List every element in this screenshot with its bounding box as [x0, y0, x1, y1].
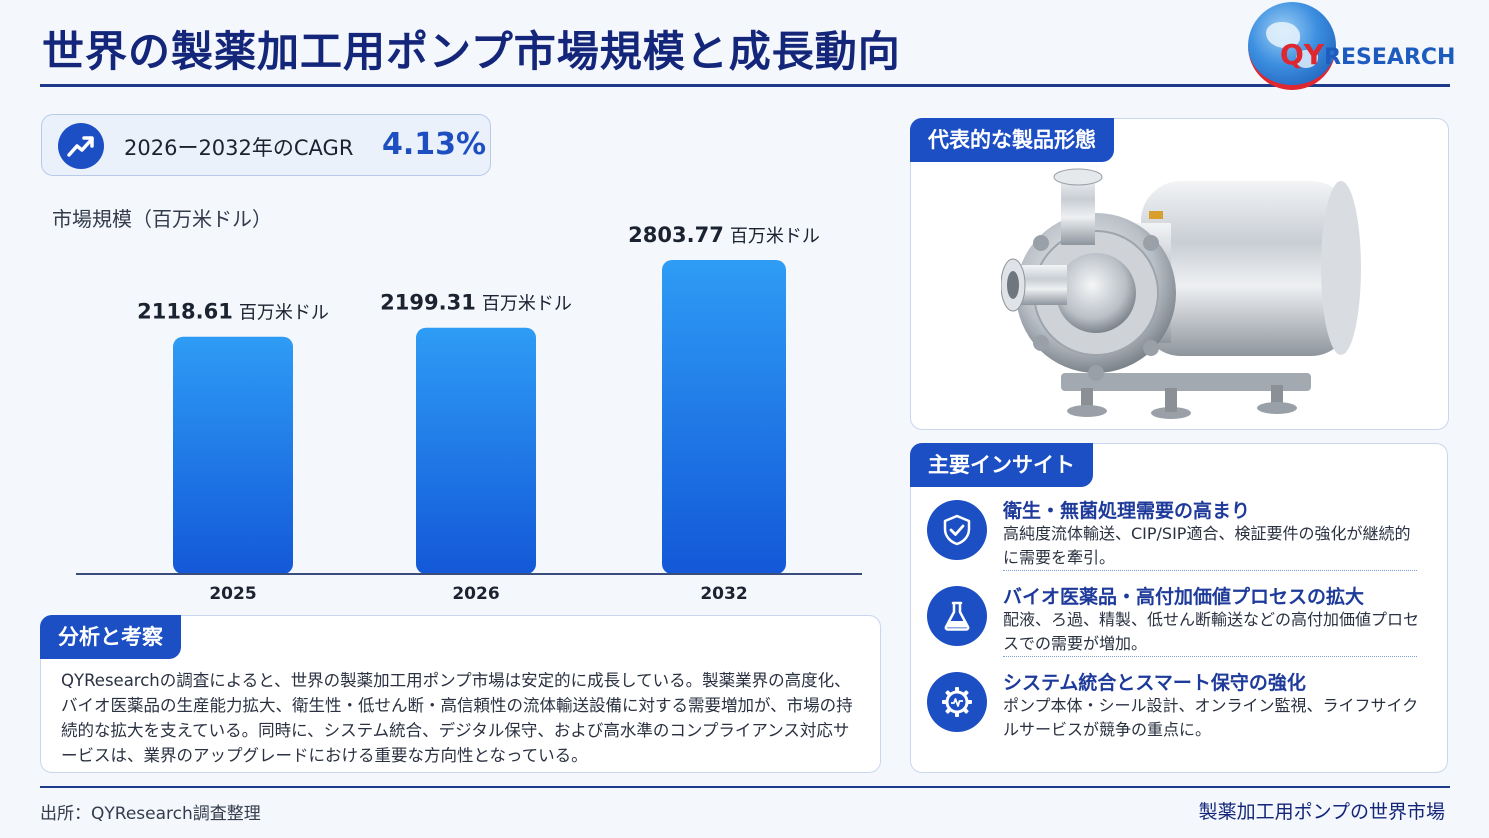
- data-label-2032: 2803.77 百万米ドル: [628, 223, 820, 247]
- insights-title: 主要インサイト: [910, 443, 1093, 487]
- insight-divider: [1003, 570, 1417, 571]
- cagr-label: 2026ー2032年のCAGR: [124, 136, 354, 160]
- chart-y-label: 市場規模（百万米ドル）: [52, 207, 272, 231]
- insight-desc: 高純度流体輸送、CIP/SIP適合、検証要件の強化が継続的に需要を牽引。: [1003, 524, 1411, 567]
- cagr-box: 2026ー2032年のCAGR 4.13%: [41, 114, 491, 176]
- trend-up-icon: [58, 123, 104, 169]
- insight-title: バイオ医薬品・高付加価値プロセスの拡大: [1003, 586, 1365, 608]
- insight-divider: [1003, 656, 1417, 657]
- gear-icon: [927, 672, 987, 732]
- source-note: 出所：QYResearch調査整理: [40, 804, 261, 824]
- logo-rest: RESEARCH: [1324, 45, 1456, 70]
- x-tick-2032: 2032: [700, 584, 747, 604]
- logo-qy: QY: [1280, 38, 1325, 71]
- insights-card: 主要インサイト 衛生・無菌処理需要の高まり 高純度流体輸送、CIP/SIP適合、…: [910, 443, 1448, 773]
- bar-2026: [416, 327, 536, 574]
- insight-item: 衛生・無菌処理需要の高まり 高純度流体輸送、CIP/SIP適合、検証要件の強化が…: [927, 496, 1427, 572]
- title-divider: [40, 84, 1450, 87]
- pump-image: [1001, 168, 1361, 419]
- bar-2025: [173, 336, 293, 574]
- analysis-card: 分析と考察 QYResearchの調査によると、世界の製薬加工用ポンプ市場は安定…: [40, 615, 881, 773]
- insight-desc: ポンプ本体・シール設計、オンライン監視、ライフサイクルサービスが競争の重点に。: [1003, 696, 1419, 739]
- data-label-2025: 2118.61 百万米ドル: [137, 300, 329, 324]
- insight-title: システム統合とスマート保守の強化: [1003, 672, 1306, 694]
- cagr-value: 4.13%: [382, 127, 487, 162]
- flask-icon: [927, 586, 987, 646]
- product-card: 代表的な製品形態: [910, 118, 1449, 430]
- x-tick-2025: 2025: [209, 584, 256, 604]
- x-tick-2026: 2026: [452, 584, 499, 604]
- product-title: 代表的な製品形態: [910, 118, 1114, 162]
- insight-title: 衛生・無菌処理需要の高まり: [1003, 500, 1251, 522]
- analysis-title: 分析と考察: [40, 615, 181, 659]
- globe-icon: [1248, 2, 1336, 90]
- footer-divider: [40, 786, 1450, 788]
- footer-caption: 製薬加工用ポンプの世界市場: [1198, 801, 1445, 823]
- qyresearch-logo: QYRESEARCH: [1244, 0, 1455, 100]
- analysis-body: QYResearchの調査によると、世界の製薬加工用ポンプ市場は安定的に成長して…: [61, 671, 853, 765]
- insight-item: バイオ医薬品・高付加価値プロセスの拡大 配液、ろ過、精製、低せん断輸送などの高付…: [927, 582, 1427, 658]
- insight-desc: 配液、ろ過、精製、低せん断輸送などの高付加価値プロセスでの需要が増加。: [1003, 610, 1420, 653]
- data-label-2026: 2199.31 百万米ドル: [380, 291, 572, 315]
- insight-item: システム統合とスマート保守の強化 ポンプ本体・シール設計、オンライン監視、ライフ…: [927, 668, 1427, 744]
- shield-check-icon: [927, 500, 987, 560]
- page-title: 世界の製薬加工用ポンプ市場規模と成長動向: [42, 27, 901, 76]
- market-size-bar-chart: 2118.61 百万米ドル 2025 2199.31 百万米ドル 2026 2803.77 百…: [76, 223, 862, 604]
- logo-text: QYRESEARCH: [1280, 38, 1455, 71]
- bar-2032: [662, 260, 786, 574]
